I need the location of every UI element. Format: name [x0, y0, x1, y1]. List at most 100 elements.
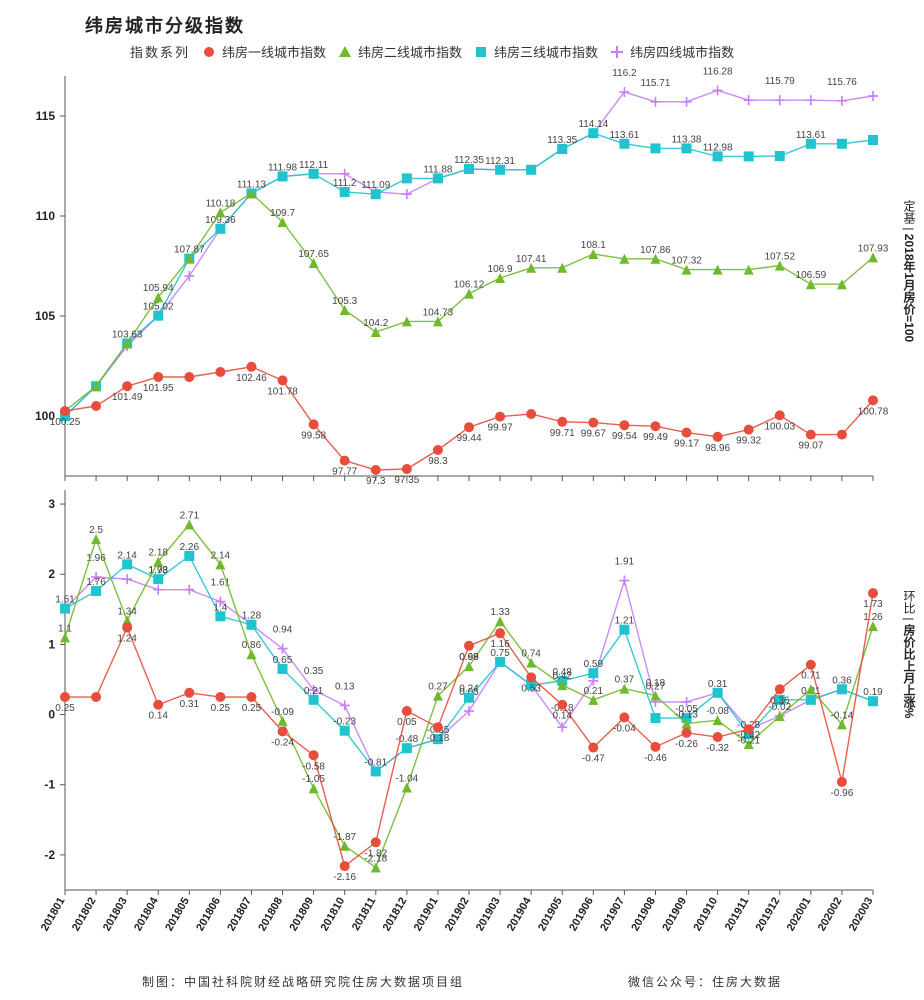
svg-text:110.18: 110.18	[205, 198, 235, 209]
svg-text:107.86: 107.86	[640, 245, 671, 256]
svg-text:116.28: 116.28	[703, 66, 733, 77]
svg-text:99.17: 99.17	[674, 439, 699, 450]
svg-text:0.37: 0.37	[615, 675, 635, 686]
svg-text:201911: 201911	[723, 896, 751, 933]
svg-text:1.16: 1.16	[490, 639, 510, 650]
svg-text:107.65: 107.65	[298, 249, 329, 260]
svg-text:-0.18: -0.18	[427, 733, 450, 744]
svg-text:107.41: 107.41	[516, 254, 547, 265]
svg-text:201910: 201910	[691, 896, 720, 934]
svg-text:115.76: 115.76	[827, 77, 857, 88]
svg-text:2.18: 2.18	[148, 548, 168, 559]
svg-text:-0.04: -0.04	[613, 723, 636, 734]
svg-text:-0.24: -0.24	[271, 737, 294, 748]
svg-text:104.73: 104.73	[423, 307, 454, 318]
footer-left: 制图：中国社科院财经战略研究院住房大数据项目组	[142, 973, 464, 990]
svg-text:-0.13: -0.13	[675, 710, 698, 721]
svg-text:115.71: 115.71	[641, 78, 671, 89]
svg-text:101.49: 101.49	[112, 392, 143, 403]
svg-text:0.21: 0.21	[584, 686, 604, 697]
svg-text:202003: 202003	[847, 896, 876, 934]
svg-text:107.52: 107.52	[764, 252, 795, 263]
svg-text:0.35: 0.35	[304, 666, 324, 677]
svg-text:-0.47: -0.47	[582, 754, 605, 765]
svg-text:113.61: 113.61	[609, 130, 639, 141]
svg-text:-0.14: -0.14	[831, 710, 854, 721]
svg-text:-1.82: -1.82	[364, 848, 387, 859]
svg-text:105.3: 105.3	[332, 296, 357, 307]
svg-text:2.14: 2.14	[211, 550, 231, 561]
svg-text:111.09: 111.09	[361, 180, 391, 191]
svg-text:0.14: 0.14	[148, 711, 168, 722]
svg-text:107.32: 107.32	[671, 256, 702, 267]
svg-text:202002: 202002	[816, 896, 845, 934]
svg-text:105: 105	[35, 309, 55, 323]
svg-text:0.65: 0.65	[273, 655, 293, 666]
svg-text:0.24: 0.24	[459, 684, 479, 695]
svg-text:1.28: 1.28	[242, 611, 262, 622]
svg-text:202001: 202001	[785, 896, 814, 934]
svg-text:113.35: 113.35	[547, 135, 577, 146]
chart-page: 纬房城市分级指数 指数系列 纬房一线城市指数 纬房二线城市指数 纬房三线城市指数…	[0, 0, 924, 1000]
svg-text:114.14: 114.14	[578, 119, 608, 130]
svg-text:106.12: 106.12	[454, 280, 485, 291]
svg-text:0.05: 0.05	[397, 717, 417, 728]
footer-right: 微信公众号：住房大数据	[628, 973, 782, 990]
svg-text:113.38: 113.38	[672, 134, 702, 145]
svg-text:116.2: 116.2	[612, 68, 637, 79]
svg-text:110: 110	[36, 209, 56, 223]
svg-text:0.59: 0.59	[584, 659, 604, 670]
svg-text:108.1: 108.1	[581, 240, 606, 251]
svg-text:201903: 201903	[474, 896, 503, 934]
svg-text:0.25: 0.25	[55, 703, 75, 714]
svg-text:0.31: 0.31	[708, 679, 728, 690]
svg-text:98.3: 98.3	[428, 456, 448, 467]
svg-text:201904: 201904	[505, 895, 534, 934]
svg-text:-0.21: -0.21	[737, 735, 760, 746]
svg-text:0.19: 0.19	[863, 687, 883, 698]
svg-text:106.59: 106.59	[796, 270, 827, 281]
svg-text:98.96: 98.96	[705, 443, 730, 454]
svg-text:105.94: 105.94	[143, 283, 174, 294]
svg-text:1.91: 1.91	[615, 557, 635, 568]
svg-text:97.35: 97.35	[394, 475, 419, 486]
svg-text:0.36: 0.36	[832, 675, 852, 686]
svg-text:201811: 201811	[350, 896, 378, 933]
svg-text:-0.23: -0.23	[333, 717, 356, 728]
svg-text:102.46: 102.46	[236, 373, 267, 384]
svg-text:3: 3	[48, 497, 55, 511]
svg-text:2.71: 2.71	[180, 510, 200, 521]
svg-text:99.49: 99.49	[643, 432, 668, 443]
svg-text:97.77: 97.77	[332, 467, 357, 478]
svg-text:115.79: 115.79	[765, 76, 795, 87]
svg-text:99.44: 99.44	[456, 433, 481, 444]
svg-text:111.88: 111.88	[423, 164, 453, 175]
svg-text:105.02: 105.02	[143, 302, 174, 313]
svg-text:-2.16: -2.16	[333, 872, 356, 883]
svg-text:201901: 201901	[412, 896, 441, 934]
svg-text:97.3: 97.3	[366, 476, 386, 487]
svg-text:201808: 201808	[256, 896, 285, 934]
svg-text:201812: 201812	[381, 896, 410, 934]
svg-text:0.74: 0.74	[521, 649, 541, 660]
svg-text:0.25: 0.25	[211, 703, 231, 714]
svg-text:0.94: 0.94	[273, 625, 293, 636]
svg-text:0.98: 0.98	[459, 652, 479, 663]
svg-text:201802: 201802	[70, 896, 99, 934]
svg-text:101.78: 101.78	[267, 386, 298, 397]
svg-text:1.51: 1.51	[55, 595, 75, 606]
svg-text:-0.46: -0.46	[644, 753, 667, 764]
svg-text:111.2: 111.2	[333, 178, 357, 189]
svg-text:107.93: 107.93	[858, 243, 889, 254]
svg-text:201805: 201805	[163, 896, 192, 934]
svg-text:2.5: 2.5	[89, 525, 103, 536]
svg-text:99.32: 99.32	[736, 436, 761, 447]
svg-text:201806: 201806	[194, 896, 223, 934]
svg-text:103.63: 103.63	[112, 329, 143, 340]
svg-text:-0.26: -0.26	[675, 739, 698, 750]
svg-text:113.61: 113.61	[796, 130, 826, 141]
svg-text:2.14: 2.14	[117, 550, 137, 561]
svg-text:2.26: 2.26	[180, 542, 200, 553]
svg-text:-2: -2	[44, 848, 55, 862]
svg-text:201907: 201907	[598, 896, 627, 934]
